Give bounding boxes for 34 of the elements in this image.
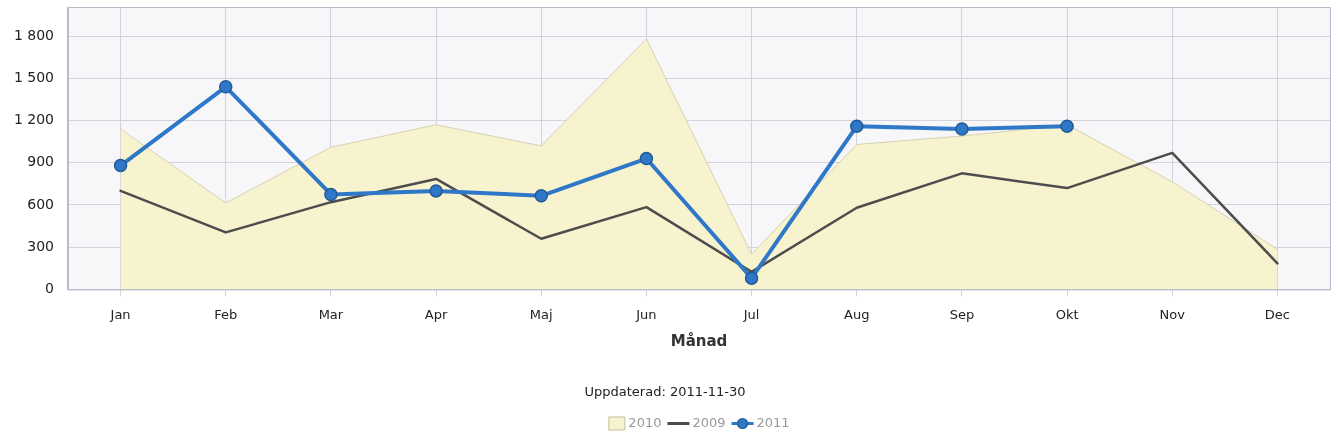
x-tick-label: Maj — [529, 306, 553, 322]
x-tick-label: Aug — [844, 306, 870, 322]
x-tick-label: Jul — [742, 306, 760, 322]
text: Uppdaterad: 2011-11-30 — [584, 383, 746, 399]
point — [534, 189, 548, 203]
y-tick-label: 1 500 — [13, 68, 54, 85]
y-tick-label: 0 — [45, 280, 54, 297]
y-tick-label: 1 800 — [13, 26, 54, 43]
x-tick-label: Okt — [1055, 306, 1079, 322]
point — [429, 184, 443, 198]
point — [955, 122, 969, 136]
point — [850, 119, 864, 133]
point — [639, 151, 654, 166]
x-tick-label: Jun — [635, 306, 657, 322]
legend-label: 2010 — [628, 414, 662, 430]
point — [324, 187, 338, 202]
y-tick-label: 1 200 — [13, 111, 54, 128]
point — [219, 80, 233, 94]
x-axis-title: Månad — [670, 332, 728, 351]
x-tick-label: Nov — [1159, 306, 1186, 322]
x-tick-label: Jan — [109, 306, 131, 322]
legend-label: 2011 — [756, 414, 790, 430]
y-tick-label: 600 — [27, 195, 54, 212]
point — [744, 271, 759, 285]
point — [1060, 119, 1074, 133]
x-tick-label: Sep — [949, 306, 975, 322]
x-tick-label: Feb — [214, 306, 238, 322]
x-tick-label: Mar — [318, 306, 344, 322]
x-tick-label: Apr — [424, 306, 448, 322]
legend-label: 2009 — [692, 414, 726, 430]
y-tick-label: 300 — [27, 237, 54, 254]
point — [113, 158, 128, 173]
y-tick-label: 900 — [27, 153, 54, 170]
x-tick-label: Dec — [1264, 306, 1290, 322]
